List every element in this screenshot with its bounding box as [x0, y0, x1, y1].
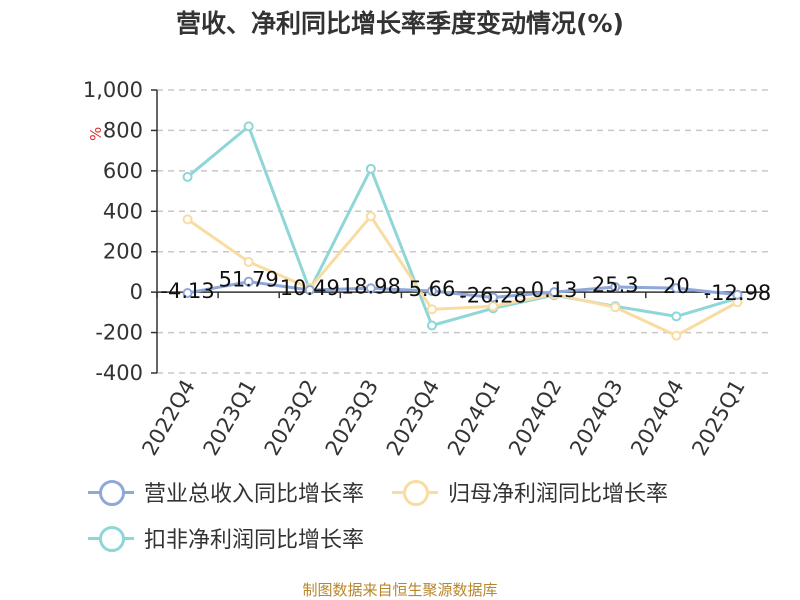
legend-label: 扣非净利润同比增长率 [144, 528, 365, 553]
data-label: 25.3 [592, 273, 639, 297]
x-tick-label: 2023Q3 [321, 376, 383, 460]
data-point [426, 285, 437, 296]
data-point [365, 211, 376, 222]
x-tick-label: 2025Q1 [687, 376, 749, 460]
data-label: 18.98 [341, 274, 401, 298]
y-tick-labels: 1,000 800 600 400 200 0 -200 -400 [83, 78, 143, 385]
data-point [671, 330, 682, 341]
y-axis-unit: % [87, 127, 105, 141]
series-points [182, 121, 743, 341]
y-tick-label: -200 [95, 321, 143, 345]
data-point [671, 283, 682, 294]
x-tick-label: 2023Q2 [260, 376, 322, 460]
legend-label: 营业总收入同比增长率 [144, 482, 365, 507]
grid-lines [157, 89, 768, 374]
legend: 营业总收入同比增长率 归母净利润同比增长率扣非净利润同比增长率 [88, 476, 788, 568]
y-tick-label: 400 [103, 199, 143, 223]
series-line [186, 124, 738, 327]
data-point [732, 289, 743, 300]
data-label: 20 [663, 274, 690, 298]
data-point [243, 256, 254, 267]
y-tick-label: 1,000 [83, 78, 143, 102]
y-tick-label: -400 [95, 361, 143, 385]
y-tick-label: 600 [103, 159, 143, 183]
data-point [488, 292, 499, 303]
x-tick-labels: 2022Q42023Q12023Q22023Q32023Q42024Q12024… [137, 376, 749, 460]
data-point [243, 121, 254, 132]
legend-item[interactable]: 归母净利润同比增长率 [392, 476, 668, 508]
y-tick-label: 800 [103, 118, 143, 142]
legend-label: 归母净利润同比增长率 [448, 482, 669, 507]
data-label: -26.28 [459, 283, 527, 307]
data-labels: -4.13 51.79 10.49 18.98 5.66 -26.28 0.13 25.3 20… [160, 268, 771, 308]
x-tick-label: 2022Q4 [137, 376, 199, 460]
legend-marker-icon [88, 523, 134, 553]
legend-marker-icon [88, 477, 134, 507]
data-label: 0.13 [531, 278, 578, 302]
data-point [243, 276, 254, 287]
data-point [671, 311, 682, 322]
data-point [182, 171, 193, 182]
data-label: -4.13 [160, 279, 214, 303]
x-tick-label: 2024Q3 [565, 376, 627, 460]
chart-title: 营收、净利同比增长率季度变动情况(%) [176, 9, 624, 38]
data-point [365, 283, 376, 294]
data-label: 5.66 [409, 277, 456, 301]
data-point [304, 285, 315, 296]
x-tick-label: 2023Q1 [199, 376, 261, 460]
x-tick-label: 2024Q1 [443, 376, 505, 460]
series-lines [186, 124, 739, 338]
data-point [426, 320, 437, 331]
data-point [182, 287, 193, 298]
legend-item[interactable]: 扣非净利润同比增长率 [88, 522, 364, 554]
data-point [549, 287, 560, 298]
data-point [426, 304, 437, 315]
y-tick-label: 0 [130, 280, 143, 304]
data-point [182, 214, 193, 225]
data-point [610, 282, 621, 293]
data-point [610, 302, 621, 313]
source-note: 制图数据来自恒生聚源数据库 [302, 581, 498, 599]
legend-item[interactable]: 营业总收入同比增长率 [88, 476, 364, 508]
series-line [187, 280, 738, 299]
x-tick-label: 2024Q4 [626, 376, 688, 460]
legend-marker-icon [392, 477, 439, 507]
x-tick-label: 2024Q2 [504, 376, 566, 460]
series-line [186, 214, 739, 338]
x-tick-label: 2023Q4 [382, 376, 444, 460]
data-point [365, 163, 376, 174]
data-label: 10.49 [280, 276, 340, 300]
data-label: 51.79 [219, 268, 279, 292]
y-tick-label: 200 [103, 240, 143, 264]
data-label: -12.98 [704, 281, 772, 305]
